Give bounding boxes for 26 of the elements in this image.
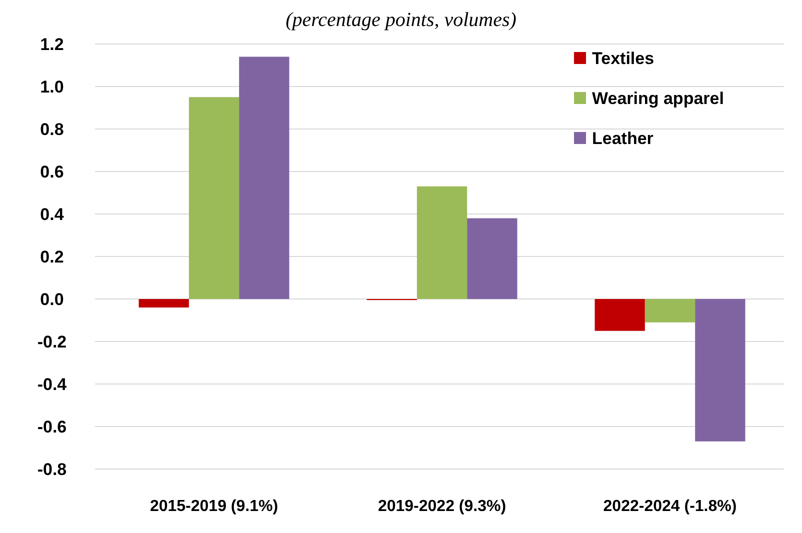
y-tick-label: 1.2	[40, 34, 64, 54]
legend-label: Wearing apparel	[592, 88, 724, 108]
y-tick-label: -0.4	[37, 374, 68, 394]
y-tick-label: 0.0	[40, 290, 64, 309]
y-tick-label: 0.8	[40, 120, 64, 139]
bar	[467, 218, 518, 299]
bar	[644, 299, 696, 322]
y-tick-label: -0.6	[37, 417, 67, 436]
legend-label: Leather	[592, 128, 654, 148]
bar	[416, 186, 468, 299]
x-tick-label: 2019-2022 (9.3%)	[378, 498, 506, 515]
y-tick-label: 1.0	[40, 77, 64, 96]
bar	[239, 56, 290, 299]
bar	[594, 299, 645, 331]
x-tick-label: 2022-2024 (-1.8%)	[603, 498, 737, 515]
y-tick-label: 0.2	[40, 247, 64, 266]
y-tick-label: -0.2	[37, 332, 67, 352]
y-tick-label: 0.4	[40, 204, 64, 224]
chart-subtitle: (percentage points, volumes)	[286, 9, 517, 31]
x-tick-label: 2015-2019 (9.1%)	[150, 498, 278, 515]
bar	[695, 299, 746, 442]
legend-label: Textiles	[592, 48, 654, 68]
y-tick-label: 0.6	[40, 162, 64, 182]
bar	[188, 97, 240, 299]
y-tick-label: -0.8	[37, 460, 67, 479]
bar	[138, 299, 189, 308]
